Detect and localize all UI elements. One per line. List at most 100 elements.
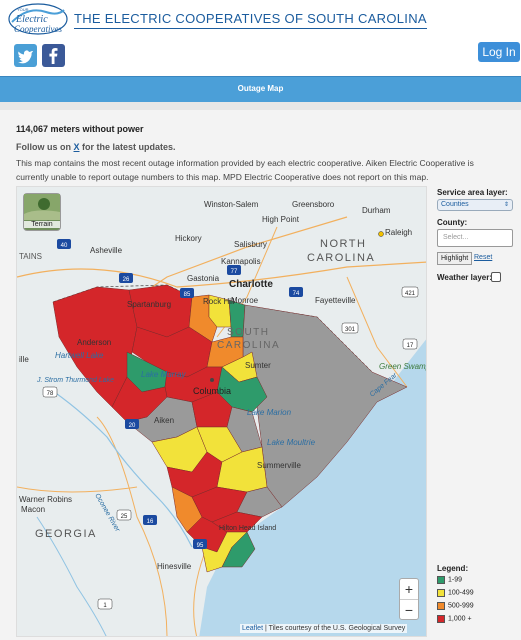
legend-item: 1,000 + xyxy=(437,615,472,625)
legend-item: 1-99 xyxy=(437,576,462,586)
logo-small-text: YOUR xyxy=(17,7,29,12)
meters-without-power: 114,067 meters without power xyxy=(16,124,144,134)
page-navbar: Outage Map xyxy=(0,76,521,102)
label-salisbury: Salisbury xyxy=(234,240,267,249)
shield-74: 74 xyxy=(289,287,303,297)
shield-25: 25 xyxy=(116,509,132,521)
shield-26: 26 xyxy=(119,273,133,283)
county-hilton-head[interactable] xyxy=(221,531,256,568)
shield-85: 85 xyxy=(180,288,194,298)
site-header: YOUR Electric Cooperatives THE ELECTRIC … xyxy=(0,0,521,76)
label-south-carolina: CAROLINA xyxy=(217,340,280,351)
label-macon: Macon xyxy=(21,505,45,514)
legend-label: 500-999 xyxy=(448,602,474,610)
label-lake-moultrie: Lake Moultrie xyxy=(267,438,316,447)
label-warner-robins: Warner Robins xyxy=(19,495,72,504)
shield-16-label: 16 xyxy=(147,519,154,525)
facebook-icon[interactable] xyxy=(42,44,65,67)
shield-17: 17 xyxy=(402,338,418,350)
x-link[interactable]: X xyxy=(73,142,80,152)
label-asheville: Asheville xyxy=(90,246,123,255)
interstate-road xyxy=(17,486,138,493)
interstate-road xyxy=(346,276,408,388)
shield-40: 40 xyxy=(57,239,71,249)
label-gastonia: Gastonia xyxy=(187,274,220,283)
zoom-in-button[interactable]: + xyxy=(404,581,414,597)
county-beaufort[interactable] xyxy=(211,511,263,533)
label-raleigh: Raleigh xyxy=(385,228,412,237)
shield-16: 16 xyxy=(143,515,157,525)
shield-95-label: 95 xyxy=(197,543,204,549)
legend-label: 1,000 + xyxy=(448,615,472,623)
follow-suffix: for the latest updates. xyxy=(79,142,176,152)
county-select[interactable]: Select... xyxy=(437,229,513,247)
label-mountains: TAINS xyxy=(19,252,42,261)
shield-20-label: 20 xyxy=(129,423,136,429)
outage-map[interactable]: Winston-Salem Greensboro Durham Raleigh … xyxy=(16,186,427,637)
label-ille: ille xyxy=(19,355,29,364)
site-title[interactable]: THE ELECTRIC COOPERATIVES OF SOUTH CAROL… xyxy=(74,11,427,29)
county-york[interactable] xyxy=(208,294,232,328)
zoom-control: + − xyxy=(399,578,419,620)
shield-25-label: 25 xyxy=(121,514,128,520)
logo-script-2: Cooperatives xyxy=(14,24,62,34)
service-area-select[interactable]: Counties ⇕ xyxy=(437,199,513,211)
legend-label: 1-99 xyxy=(448,576,463,584)
shield-74-label: 74 xyxy=(293,291,300,297)
label-monroe: Monroe xyxy=(231,296,259,305)
label-hinesville: Hinesville xyxy=(157,562,192,571)
map-canvas[interactable]: Winston-Salem Greensboro Durham Raleigh … xyxy=(17,187,427,637)
shield-95: 95 xyxy=(193,539,207,549)
legend-swatch xyxy=(437,602,445,610)
shield-421-label: 421 xyxy=(405,291,416,297)
county-charleston[interactable] xyxy=(236,486,283,518)
terrain-label: Terrain xyxy=(24,221,60,228)
interstate-road xyxy=(96,416,168,636)
label-kannapolis: Kannapolis xyxy=(221,257,261,266)
label-north-carolina: CAROLINA xyxy=(307,252,375,264)
label-winston-salem: Winston-Salem xyxy=(204,200,259,209)
service-area-label: Service area layer: xyxy=(437,188,508,197)
legend-item: 500-999 xyxy=(437,602,474,612)
label-summerville: Summerville xyxy=(257,461,302,470)
weather-layer-label: Weather layer: xyxy=(437,273,492,282)
shield-78-label: 78 xyxy=(47,391,54,397)
label-lake-marion: Lake Marion xyxy=(247,408,292,417)
legend-item: 100-499 xyxy=(437,589,474,599)
reset-link[interactable]: Reset xyxy=(474,254,493,261)
highway-shields: 26 85 77 74 40 95 20 78 16 25 1 421 301 … xyxy=(42,239,419,610)
label-sumter: Sumter xyxy=(245,361,271,370)
leaflet-link[interactable]: Leaflet xyxy=(242,625,264,632)
terrain-layer-button[interactable]: Terrain xyxy=(23,193,61,231)
sc-counties xyxy=(52,284,408,573)
label-rock-hill: Rock Hill xyxy=(203,297,235,306)
page-nav-title[interactable]: Outage Map xyxy=(237,84,284,93)
twitter-icon[interactable] xyxy=(14,44,37,67)
label-hickory: Hickory xyxy=(175,234,202,243)
county-label: County: xyxy=(437,218,468,227)
highlight-button[interactable]: Highlight xyxy=(437,252,473,265)
weather-layer-checkbox[interactable] xyxy=(491,272,501,282)
river xyxy=(36,516,107,636)
capital-marker-raleigh xyxy=(378,231,384,237)
facebook-f-icon xyxy=(49,48,58,64)
river xyxy=(46,386,193,548)
label-north: NORTH xyxy=(320,238,366,250)
legend-swatch xyxy=(437,589,445,597)
label-green-swamp: Green Swamp xyxy=(379,362,427,371)
shield-421: 421 xyxy=(401,286,419,298)
shield-77-label: 77 xyxy=(231,269,238,275)
shield-1-label: 1 xyxy=(103,603,107,609)
login-button[interactable]: Log In xyxy=(478,42,520,62)
shield-77: 77 xyxy=(227,265,241,275)
zoom-out-button[interactable]: − xyxy=(400,599,418,619)
logo-script-1: Electric xyxy=(15,14,48,25)
atlantic-ocean xyxy=(199,339,426,636)
label-hartwell-lake: Hartwell Lake xyxy=(55,351,104,360)
shield-20: 20 xyxy=(125,419,139,429)
map-attribution: Leaflet | Tiles courtesy of the U.S. Geo… xyxy=(240,624,408,633)
cooperatives-logo[interactable]: YOUR Electric Cooperatives xyxy=(8,2,68,36)
label-columbia: Columbia xyxy=(193,386,231,396)
shield-78: 78 xyxy=(42,386,58,398)
legend-swatch xyxy=(437,615,445,623)
